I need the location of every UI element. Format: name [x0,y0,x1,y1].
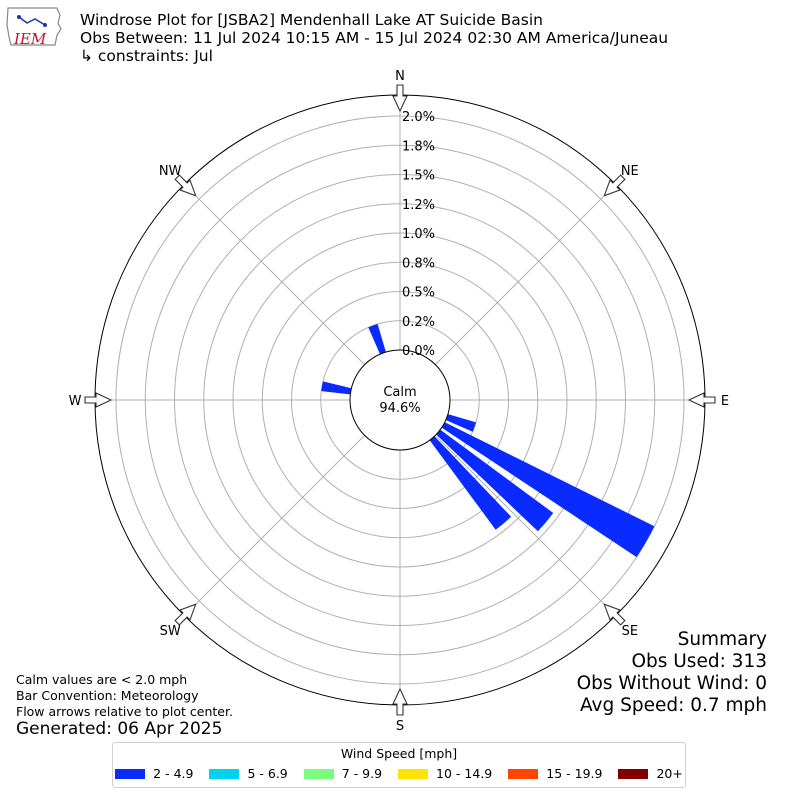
windrose-bar [321,381,352,395]
direction-label: E [721,394,729,409]
constraints: ↳ constraints: Jul [80,47,213,65]
legend: Wind Speed [mph] 2 - 4.9 5 - 6.9 7 - 9.9 10… [112,742,686,788]
windrose-bar [441,422,655,558]
direction-label: NW [159,164,182,179]
windrose-bar [445,414,477,432]
note-flow-arrows: Flow arrows relative to plot center. [16,704,233,719]
grid-ring [115,115,685,685]
grid-ring [174,174,626,626]
legend-item: 7 - 9.9 [303,766,383,781]
flow-arrow [392,687,408,716]
direction-label: SW [160,624,181,639]
notes: Calm values are < 2.0 mph Bar Convention… [16,672,233,720]
legend-swatch [209,768,240,779]
windrose-bar [429,436,512,530]
summary-title: Summary [677,629,767,650]
grid-ring [232,232,568,568]
legend-swatch [508,768,539,779]
legend-label: 20+ [656,766,683,781]
radial-tick-label: 0.2% [402,315,435,330]
legend-swatch [618,768,649,779]
summary-avg-speed: Avg Speed: 0.7 mph [579,695,767,716]
radial-tick-label: 1.0% [402,227,435,242]
note-bar-convention: Bar Convention: Meteorology [16,688,199,703]
direction-label: W [69,394,82,409]
chart-title: Windrose Plot for [JSBA2] Mendenhall Lak… [80,11,543,29]
legend-item: 5 - 6.9 [209,766,288,781]
legend-items: 2 - 4.9 5 - 6.9 7 - 9.9 10 - 14.9 15 - 19.9 2… [113,766,685,781]
flow-arrow [603,603,626,626]
legend-title: Wind Speed [mph] [340,746,458,761]
legend-label: 10 - 14.9 [436,766,493,781]
direction-label: SE [622,624,638,639]
grid-ring [144,144,656,656]
legend-label: 2 - 4.9 [153,766,194,781]
summary: Summary Obs Used: 313 Obs Without Wind: … [577,629,767,717]
logo-text: IEM [13,30,47,48]
radial-gridline [183,435,365,617]
flow-arrow [392,84,408,113]
direction-label: N [395,69,405,84]
windrose-bar [368,323,386,355]
legend-swatch [303,768,334,779]
legend-item: 10 - 14.9 [398,766,492,781]
legend-label: 7 - 9.9 [341,766,383,781]
flow-arrow [174,174,197,197]
grid-ring [261,261,539,539]
chart-header: Windrose Plot for [JSBA2] Mendenhall Lak… [80,11,668,65]
flow-arrow [84,392,113,408]
summary-obs-used: Obs Used: 313 [631,651,767,672]
note-calm: Calm values are < 2.0 mph [16,672,188,687]
legend-item: 15 - 19.9 [508,766,602,781]
flow-arrow [687,392,716,408]
legend-item: 2 - 4.9 [115,766,193,781]
summary-obs-without-wind: Obs Without Wind: 0 [576,673,767,694]
legend-swatch [398,768,429,779]
radial-tick-label: 0.8% [402,256,435,271]
windrose-bar [436,429,554,532]
grid-ring [320,320,480,480]
legend-label: 15 - 19.9 [546,766,603,781]
iem-logo: IEM [6,7,62,48]
direction-label: NE [621,164,639,179]
legend-swatch [115,768,146,779]
radial-gridline [435,183,617,365]
calm-label: Calm [383,385,416,400]
grid-ring [203,203,597,597]
radial-tick-label: 1.5% [402,169,435,184]
radial-tick-label: 0.5% [402,286,435,301]
radial-gridline [183,183,365,365]
radial-gridline [435,435,617,617]
calm-circle [349,349,451,451]
radial-tick-label: 2.0% [402,110,435,125]
legend-label: 5 - 6.9 [247,766,288,781]
grid-ring [291,291,509,509]
flow-arrow [603,174,626,197]
radial-tick-label: 1.8% [402,139,435,154]
iowa-map-icon [6,7,62,46]
radial-tick-label: 1.2% [402,198,435,213]
legend-item: 20+ [618,766,683,781]
direction-label: S [396,719,404,734]
calm-value: 94.6% [379,401,420,416]
radial-tick-label: 0.0% [402,344,435,359]
flow-arrow [174,603,197,626]
generated-date: Generated: 06 Apr 2025 [16,719,223,739]
obs-between: Obs Between: 11 Jul 2024 10:15 AM - 15 J… [80,29,669,47]
